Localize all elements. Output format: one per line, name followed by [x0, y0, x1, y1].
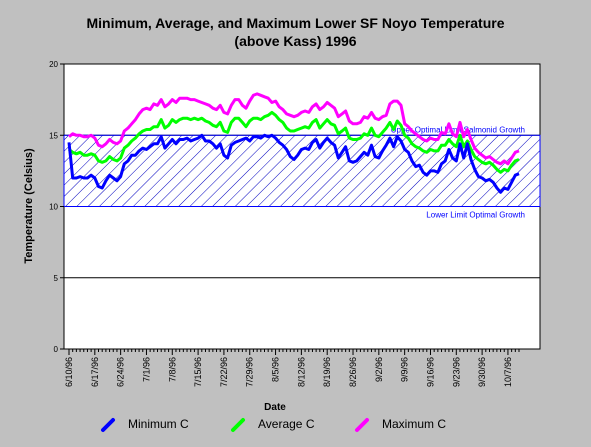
series-line-average [68, 110, 520, 174]
x-tick-label: 8/5/96 [271, 357, 281, 382]
chart-title-line-1: Minimum, Average, and Maximum Lower SF N… [86, 15, 505, 31]
x-tick-label: 6/17/96 [90, 357, 100, 387]
x-tick-label: 6/10/96 [64, 357, 74, 387]
x-tick-label: 9/2/96 [374, 357, 384, 382]
x-tick-label: 10/7/96 [503, 357, 513, 387]
y-tick-label-5: 5 [54, 274, 59, 283]
y-axis: 0 5 10 15 20 [49, 60, 64, 354]
legend-label-maximum: Maximum C [382, 417, 447, 431]
x-tick-label: 9/23/96 [451, 357, 461, 387]
series-lines [67, 92, 520, 194]
x-tick-label: 7/15/96 [193, 357, 203, 387]
y-tick-label-0: 0 [54, 345, 59, 354]
x-tick-label: 9/30/96 [477, 357, 487, 387]
legend-label-average: Average C [258, 417, 315, 431]
chart-title-line-2: (above Kass) 1996 [234, 33, 357, 49]
y-tick-label-10: 10 [49, 203, 58, 212]
x-tick-label: 9/16/96 [426, 357, 436, 387]
legend: Minimum C Average C Maximum C [100, 414, 560, 434]
y-tick-label-20: 20 [49, 60, 58, 69]
x-tick-label: 7/22/96 [219, 357, 229, 387]
x-tick-label: 7/8/96 [167, 357, 177, 382]
legend-item-minimum: Minimum C [100, 414, 189, 434]
legend-item-maximum: Maximum C [354, 414, 446, 434]
x-tick-label: 7/29/96 [245, 357, 255, 387]
x-tick-label: 6/24/96 [116, 357, 126, 387]
series-line-maximum [68, 92, 520, 166]
x-tick-label: 8/26/96 [348, 357, 358, 387]
x-tick-label: 7/1/96 [142, 357, 152, 382]
lower-optimal-limit-label: Lower Limit Optimal Growth [426, 211, 525, 220]
x-tick-label: 9/9/96 [400, 357, 410, 382]
legend-swatch-minimum-icon [101, 418, 115, 432]
x-axis-label: Date [264, 402, 286, 413]
chart-title: Minimum, Average, and Maximum Lower SF N… [0, 14, 591, 50]
legend-item-average: Average C [230, 414, 314, 434]
x-tick-label: 8/19/96 [322, 357, 332, 387]
y-axis-label: Temperature (Celsius) [23, 148, 35, 264]
legend-swatch-average-icon [231, 418, 245, 432]
x-axis: 6/10/96 6/17/96 6/24/96 7/1/96 7/8/96 7/15/96… [64, 349, 520, 387]
legend-label-minimum: Minimum C [128, 417, 189, 431]
legend-swatch-maximum-icon [355, 418, 369, 432]
series-line-minimum [67, 133, 520, 194]
y-tick-label-15: 15 [49, 131, 58, 140]
x-tick-label: 8/12/96 [296, 357, 306, 387]
